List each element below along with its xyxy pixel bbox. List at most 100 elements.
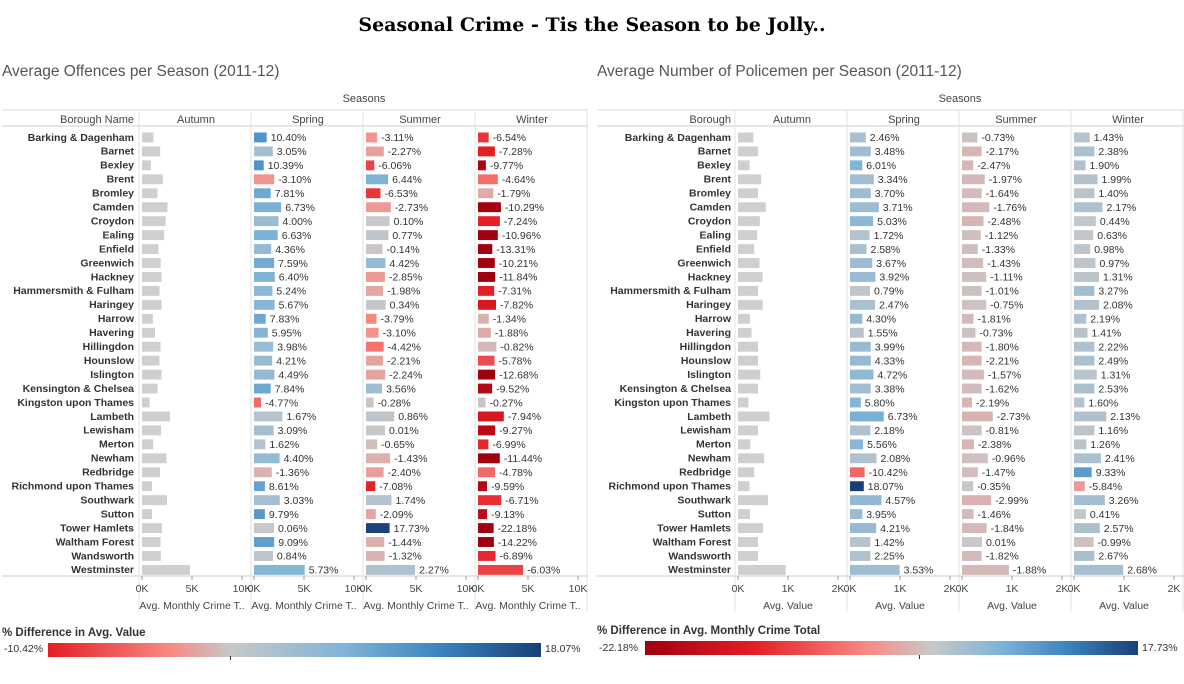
chart2-row-label: Enfield [696,243,731,255]
chart1-bar-winter [478,509,488,520]
chart1-row-label: Kingston upon Thames [17,397,134,409]
chart2-bar-spring [850,258,873,268]
chart1-bar-spring [254,202,282,213]
chart1-bar-spring [254,174,275,185]
chart1-pct-label-winter: -1.34% [493,314,526,326]
chart2-column-group-label: Seasons [939,93,982,105]
chart1-pct-label-spring: 4.00% [283,216,313,228]
chart1-bar-spring [254,453,280,464]
chart2-bar-autumn [738,355,758,366]
chart1-pct-label-spring: 10.39% [268,160,304,172]
legend-2-gradient[interactable] [645,641,1138,655]
chart2-row-label: Hounslow [681,355,732,367]
chart2-pct-label-spring: 2.46% [870,132,900,144]
chart2-pct-label-summer: -1.82% [986,551,1019,563]
chart2-bar-spring [850,411,884,422]
chart1-row-label: Tower Hamlets [60,522,134,534]
chart1-bar-autumn [142,146,161,157]
chart1-bar-winter [478,495,502,506]
chart2-bar-summer [962,495,992,506]
chart1-bar-summer [366,327,379,338]
chart2-pct-label-spring: 3.71% [883,202,913,214]
chart2-pct-label-summer: -1.88% [1013,565,1046,577]
chart1-bar-spring [254,383,271,394]
chart2-pct-label-winter: 1.40% [1098,188,1128,200]
chart1-bar-spring [254,313,266,324]
chart1-bar-winter [478,174,498,185]
chart2-bar-winter [1074,285,1095,296]
chart2-row-label: Sutton [698,508,731,520]
chart1-axis-title: Avg. Monthly Crime T.. [251,600,356,612]
chart2-bar-autumn [738,523,763,533]
chart2-pct-label-summer: -0.73% [981,132,1014,144]
dashboard-title: Seasonal Crime - Tis the Season to be Jo… [358,14,826,36]
chart2-bar-autumn [738,160,750,171]
chart2-bar-winter [1074,216,1096,227]
chart2-bar-summer [962,537,982,547]
chart1-pct-label-summer: -4.42% [388,341,421,353]
chart1-axis-title: Avg. Monthly Crime T.. [363,600,468,612]
chart1-tick-label: 5K [410,583,423,595]
chart1-bar-summer [366,132,378,143]
chart2-row-label: Ealing [699,229,731,241]
chart2-pct-label-winter: 0.44% [1100,216,1130,228]
chart1-row-header: Borough Name [60,114,134,126]
chart2-bar-summer [962,216,984,227]
chart1-bar-winter [478,369,496,380]
chart1-bar-winter [478,146,495,157]
chart1-row-label: Croydon [91,215,134,227]
chart1-pct-label-spring: 1.67% [287,411,317,423]
chart2-bar-winter [1074,160,1086,171]
chart2-pct-label-spring: 2.58% [871,244,901,256]
chart2-bar-spring [850,383,871,394]
chart2-pct-label-summer: -1.97% [989,174,1022,186]
chart1-bar-summer [366,397,374,408]
chart2-bar-spring [850,285,870,296]
chart2-row-label: Havering [686,327,731,339]
legend-2-min: -22.18% [599,642,639,654]
chart2-tick-label: 1K [1006,583,1019,595]
chart1-bar-spring [254,132,267,143]
chart2-bar-spring [850,327,864,338]
chart2-pct-label-winter: 2.38% [1098,146,1128,158]
legend-1-gradient[interactable] [48,643,541,657]
chart1-bar-spring [254,355,273,366]
chart1-bar-summer [366,439,378,450]
chart2-bar-autumn [738,188,758,199]
chart1-bar-spring [254,495,280,506]
chart1-pct-label-summer: 2.27% [419,565,449,577]
chart1-bar-winter [478,188,494,199]
chart2-bar-winter [1074,439,1087,450]
chart2-row-label: Barking & Dagenham [625,132,731,144]
chart1-pct-label-spring: 3.03% [284,495,314,507]
chart2-pct-label-winter: -0.99% [1098,537,1131,549]
chart1-pct-label-winter: -9.77% [490,160,523,172]
chart1-bar-winter [478,439,489,450]
chart2-pct-label-winter: 3.26% [1109,495,1139,507]
chart1-bar-winter [478,411,504,422]
legend-1-zero-tick [230,656,231,660]
chart1-bar-autumn [142,188,158,199]
chart2-bar-spring [850,174,874,185]
chart1-bar-autumn [142,327,155,338]
chart2-pct-label-winter: 1.16% [1098,425,1128,437]
chart1-bar-autumn [142,230,165,241]
chart1-pct-label-summer: -2.09% [380,509,413,521]
chart1-pct-label-spring: 6.40% [279,272,309,284]
chart2-bar-autumn [738,313,750,324]
chart2-bar-autumn [738,411,770,422]
chart2-bar-summer [962,341,982,352]
chart1-bar-spring [254,341,274,352]
chart1-row-label: Barking & Dagenham [28,132,134,144]
chart1-bar-autumn [142,160,151,171]
chart1-bar-winter [478,272,496,282]
chart1-row-label: Westminster [71,564,134,576]
chart2-bar-spring [850,188,871,199]
chart2-pct-label-spring: 6.73% [888,411,918,423]
chart1-pct-label-spring: 10.40% [271,132,307,144]
chart1-row-label: Havering [89,327,134,339]
chart2-pct-label-spring: 4.33% [875,355,905,367]
chart2-axis-title: Avg. Value [875,600,925,612]
chart2-bar-autumn [738,299,763,310]
chart2-bar-summer [962,509,974,520]
